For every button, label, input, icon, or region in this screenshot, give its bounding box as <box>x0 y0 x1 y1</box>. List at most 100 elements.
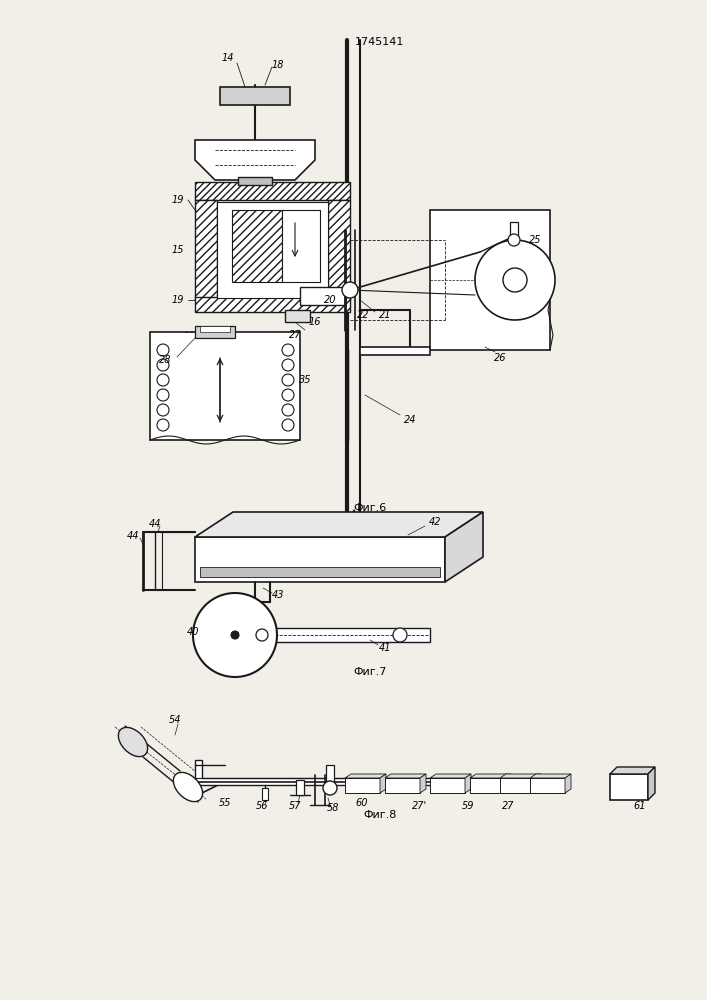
Bar <box>232 210 282 282</box>
Polygon shape <box>195 512 483 537</box>
Text: 61: 61 <box>633 801 646 811</box>
Bar <box>150 332 300 440</box>
Circle shape <box>282 419 294 431</box>
Text: 18: 18 <box>271 60 284 70</box>
Bar <box>360 347 430 355</box>
Bar <box>195 326 235 338</box>
Bar <box>200 326 230 332</box>
Circle shape <box>157 419 169 431</box>
Text: 19: 19 <box>172 295 185 305</box>
Text: 41: 41 <box>379 643 391 653</box>
Bar <box>510 222 518 242</box>
Polygon shape <box>500 774 541 778</box>
Circle shape <box>282 404 294 416</box>
Bar <box>262 788 268 800</box>
Circle shape <box>282 359 294 371</box>
Bar <box>200 567 440 577</box>
Text: 56: 56 <box>256 801 268 811</box>
Text: 27': 27' <box>412 801 428 811</box>
Polygon shape <box>380 774 386 793</box>
Circle shape <box>256 629 268 641</box>
Bar <box>195 537 445 582</box>
Circle shape <box>157 389 169 401</box>
Polygon shape <box>470 778 505 793</box>
Text: 27: 27 <box>288 330 301 340</box>
Circle shape <box>157 344 169 356</box>
Polygon shape <box>195 140 315 180</box>
Circle shape <box>503 268 527 292</box>
Text: 14: 14 <box>222 53 234 63</box>
Polygon shape <box>345 778 380 793</box>
Bar <box>285 310 310 322</box>
Ellipse shape <box>173 772 203 802</box>
Text: 28: 28 <box>159 355 171 365</box>
Text: 60: 60 <box>356 798 368 808</box>
Text: 44: 44 <box>148 519 161 529</box>
Text: 57: 57 <box>288 801 301 811</box>
Circle shape <box>157 359 169 371</box>
Bar <box>430 210 550 350</box>
Text: 26: 26 <box>493 353 506 363</box>
Text: Фиг.8: Фиг.8 <box>363 810 397 820</box>
Bar <box>328 200 350 300</box>
Circle shape <box>475 240 555 320</box>
Bar <box>235 628 430 642</box>
Text: 19: 19 <box>172 195 185 205</box>
Polygon shape <box>445 512 483 582</box>
Polygon shape <box>530 778 565 793</box>
Ellipse shape <box>118 727 148 757</box>
Text: 58: 58 <box>327 803 339 813</box>
Circle shape <box>231 631 239 639</box>
Bar <box>296 780 304 795</box>
Polygon shape <box>610 767 655 774</box>
Polygon shape <box>420 774 426 793</box>
Text: 42: 42 <box>428 517 441 527</box>
Bar <box>217 202 328 298</box>
Polygon shape <box>535 774 541 793</box>
Circle shape <box>323 781 337 795</box>
Text: 1745141: 1745141 <box>356 37 404 47</box>
Text: Фиг.7: Фиг.7 <box>354 667 387 677</box>
Polygon shape <box>610 774 648 800</box>
Polygon shape <box>530 774 571 778</box>
Polygon shape <box>430 778 465 793</box>
Circle shape <box>193 593 277 677</box>
Polygon shape <box>505 774 511 793</box>
Text: 55: 55 <box>218 798 231 808</box>
Bar <box>326 765 334 785</box>
Circle shape <box>342 282 358 298</box>
Polygon shape <box>470 774 511 778</box>
Polygon shape <box>345 774 386 778</box>
Text: 24: 24 <box>404 415 416 425</box>
Bar <box>300 287 345 305</box>
Text: 44: 44 <box>127 531 139 541</box>
Polygon shape <box>385 774 426 778</box>
Polygon shape <box>500 778 535 793</box>
Circle shape <box>157 404 169 416</box>
Polygon shape <box>648 767 655 800</box>
Circle shape <box>508 234 520 246</box>
Circle shape <box>393 628 407 642</box>
Text: 22: 22 <box>357 310 369 320</box>
Text: 21: 21 <box>379 310 391 320</box>
Text: 27: 27 <box>502 801 514 811</box>
Text: Фиг.6: Фиг.6 <box>354 503 387 513</box>
Text: 16: 16 <box>309 317 321 327</box>
Text: 25: 25 <box>529 235 542 245</box>
Circle shape <box>282 374 294 386</box>
Bar <box>238 177 272 185</box>
Bar <box>195 200 217 300</box>
Text: 59: 59 <box>462 801 474 811</box>
Text: 54: 54 <box>169 715 181 725</box>
Bar <box>220 87 290 105</box>
Polygon shape <box>430 774 471 778</box>
Text: 43: 43 <box>271 590 284 600</box>
Polygon shape <box>465 774 471 793</box>
Text: 15: 15 <box>172 245 185 255</box>
Bar <box>195 182 350 200</box>
Polygon shape <box>385 778 420 793</box>
Bar <box>195 297 350 312</box>
Text: 35: 35 <box>299 375 311 385</box>
Polygon shape <box>565 774 571 793</box>
Circle shape <box>282 389 294 401</box>
